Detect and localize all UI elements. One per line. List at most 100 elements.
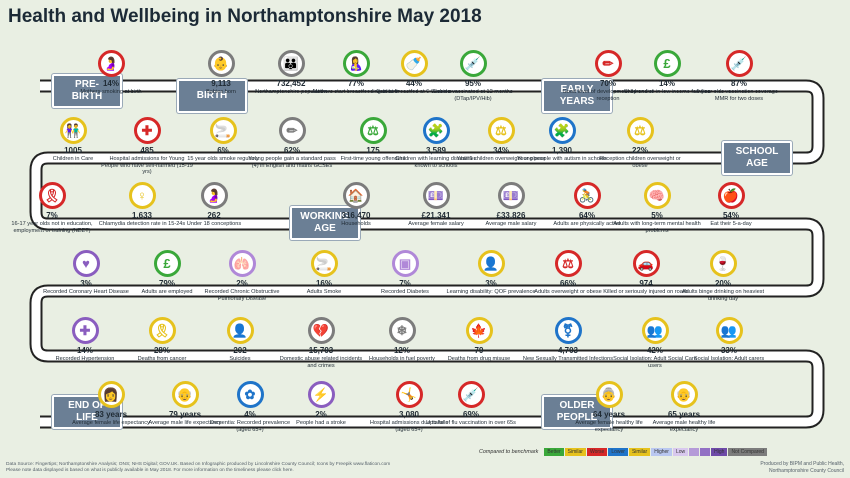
lightning-icon: ⚡ <box>307 381 335 408</box>
breastfeeding-icon: 🍼 <box>400 50 428 77</box>
indicator-value: 3% <box>80 279 92 288</box>
puzzle-icon: 🧩 <box>422 117 450 144</box>
indicator-item: ✏ 70% Good level of development by end of … <box>562 50 654 102</box>
indicator-item: 🚴 64% Adults are physically active <box>541 182 633 228</box>
indicator-value: 14% <box>658 79 675 88</box>
indicator-label: Hospital admissions for Young People who… <box>101 156 193 176</box>
phase-working-age: WORKING AGE <box>290 206 360 240</box>
pregnant-icon: 🤰 <box>200 182 228 209</box>
indicator-item: ▣ 7% Recorded Diabetes <box>359 250 451 296</box>
indicator-label: Average male salary <box>485 221 537 227</box>
gavel-icon: ⚖ <box>359 117 387 144</box>
syringe-icon: 💉 <box>459 50 487 77</box>
indicator-label: Good level of development by end of rece… <box>562 89 654 102</box>
legend-swatch <box>689 448 700 456</box>
indicator-item: ⚖ 34% Year 6 children overweight or obese <box>455 117 547 163</box>
indicator-label: Killed or seriously injured on roads <box>603 289 689 295</box>
indicator-item: 👪 732,452 Northamptonshire population <box>245 50 337 96</box>
indicator-label: Social Isolation: Adult carers <box>693 356 765 362</box>
pound-icon: £ <box>653 50 681 77</box>
syringe-icon: 💉 <box>457 381 485 408</box>
indicator-value: 974 <box>639 279 653 288</box>
indicator-value: 64% <box>578 211 595 220</box>
legend-swatch: Low <box>672 448 689 456</box>
indicator-item: ✚ 485 Hospital admissions for Young People… <box>101 117 193 176</box>
pencil-ruler-icon: ✏ <box>594 50 622 77</box>
indicator-item: 👥 33% Social Isolation: Adult carers <box>683 317 775 363</box>
cigarette-icon: 🚬 <box>310 250 338 277</box>
indicator-item: ⚖ 22% Reception children overweight or obe… <box>594 117 686 169</box>
indicator-value: 64 years <box>592 410 626 419</box>
indicator-item: 🤱 77% Mothers start breastfeeding at birth <box>310 50 402 96</box>
indicator-label: Adults with long-term mental health prob… <box>613 221 701 234</box>
indicator-item: ✏ 62% Young people gain a standard pass (4… <box>246 117 338 169</box>
legend-swatch: Similar <box>564 448 586 456</box>
indicator-item: 👥 42% Social Isolation: Adult Social Care … <box>609 317 701 369</box>
scale-icon: ⚖ <box>626 117 654 144</box>
indicator-item: 🏠 316,470 Households <box>310 182 402 228</box>
indicator-item: 🍎 54% Eat their 5-a-day <box>685 182 777 228</box>
indicator-value: 175 <box>366 146 380 155</box>
snowflake-icon: ❄ <box>388 317 416 344</box>
indicator-value: 62% <box>283 146 300 155</box>
indicator-value: 66% <box>559 279 576 288</box>
legend-swatch: Worse <box>586 448 608 456</box>
indicator-value: 14% <box>102 79 119 88</box>
indicator-label: Learning disability: QOF prevalence <box>446 289 536 295</box>
indicator-value: 44% <box>405 79 422 88</box>
indicator-item: 🚬 16% Adults Smoke <box>278 250 370 296</box>
heart-icon: ♥ <box>72 250 100 277</box>
indicator-value: 69% <box>462 410 479 419</box>
scale-icon: ⚖ <box>554 250 582 277</box>
indicator-value: 65 years <box>667 410 701 419</box>
indicator-label: Under 18 conceptions <box>186 221 242 227</box>
pound-icon: £ <box>153 250 181 277</box>
indicator-value: 1005 <box>64 146 82 155</box>
indicator-value: 14% <box>76 346 93 355</box>
indicator-label: Mothers start breastfeeding at birth <box>312 89 400 95</box>
indicator-item: 💉 95% Babies vaccinated at 12 months (DTap… <box>427 50 519 102</box>
indicator-label: Average female healthy life expectancy <box>575 420 643 433</box>
indicator-item: 🫁 2% Recorded Chronic Obstructive Pulmonar… <box>196 250 288 302</box>
indicator-label: People had a stroke <box>296 420 346 426</box>
indicator-item: 👫 1005 Children in Care <box>27 117 119 163</box>
indicator-label: New Sexually Transmitted Infections <box>522 356 614 362</box>
indicator-item: ✚ 14% Recorded Hypertension <box>39 317 131 363</box>
indicator-label: Adults are employed <box>141 289 193 295</box>
scale-icon: ⚖ <box>487 117 515 144</box>
indicator-label: Households <box>341 221 371 227</box>
indicator-item: ⚡ 2% People had a stroke <box>275 381 367 427</box>
population-icon: 👪 <box>277 50 305 77</box>
legend-swatch: Better <box>544 448 564 456</box>
elderly-man-icon: 👴 <box>171 381 199 408</box>
indicator-value: 34% <box>492 146 509 155</box>
pencil-ruler-icon: ✏ <box>278 117 306 144</box>
indicator-label: Households in fuel poverty <box>369 356 435 362</box>
indicator-label: Adults binge drinking on heaviest drinki… <box>681 289 765 302</box>
indicator-label: Recorded Diabetes <box>381 289 429 295</box>
indicator-value: 79 years <box>168 410 202 419</box>
indicator-value: 4% <box>244 410 256 419</box>
indicator-value: 732,452 <box>276 79 306 88</box>
indicator-item: 🎗 7% 16-17 year olds not in education, emp… <box>6 182 98 234</box>
indicator-value: 79% <box>158 279 175 288</box>
pregnant-woman-icon: 🤰 <box>97 50 125 77</box>
indicator-item: 🤰 14% Mothers smoking at birth <box>65 50 157 96</box>
indicator-label: Chlamydia detection rate in 15-24s <box>98 221 186 227</box>
indicator-value: 83 years <box>94 410 128 419</box>
indicator-item: ✿ 4% Dementia: Recorded prevalence (aged 6… <box>204 381 296 433</box>
indicator-label: Adults overweight or obese <box>534 289 602 295</box>
brain-icon: 🧠 <box>643 182 671 209</box>
money-icon: 💷 <box>497 182 525 209</box>
indicator-value: 202 <box>233 346 247 355</box>
cyclist-icon: 🚴 <box>573 182 601 209</box>
indicator-value: 22% <box>631 146 648 155</box>
diabetes-icon: ▣ <box>391 250 419 277</box>
benchmark-legend: Compared to benchmark Better Similar Worse… <box>479 448 768 456</box>
indicator-label: Babies born <box>206 89 236 95</box>
legend-swatch: Not Compared <box>728 448 767 456</box>
indicator-value: 70% <box>599 79 616 88</box>
indicator-label: Recorded Coronary Heart Disease <box>43 289 129 295</box>
indicator-item: 🧩 1,390 Young people with autism in school… <box>516 117 608 163</box>
indicator-label: Recorded Chronic Obstructive Pulmonary D… <box>204 289 280 302</box>
